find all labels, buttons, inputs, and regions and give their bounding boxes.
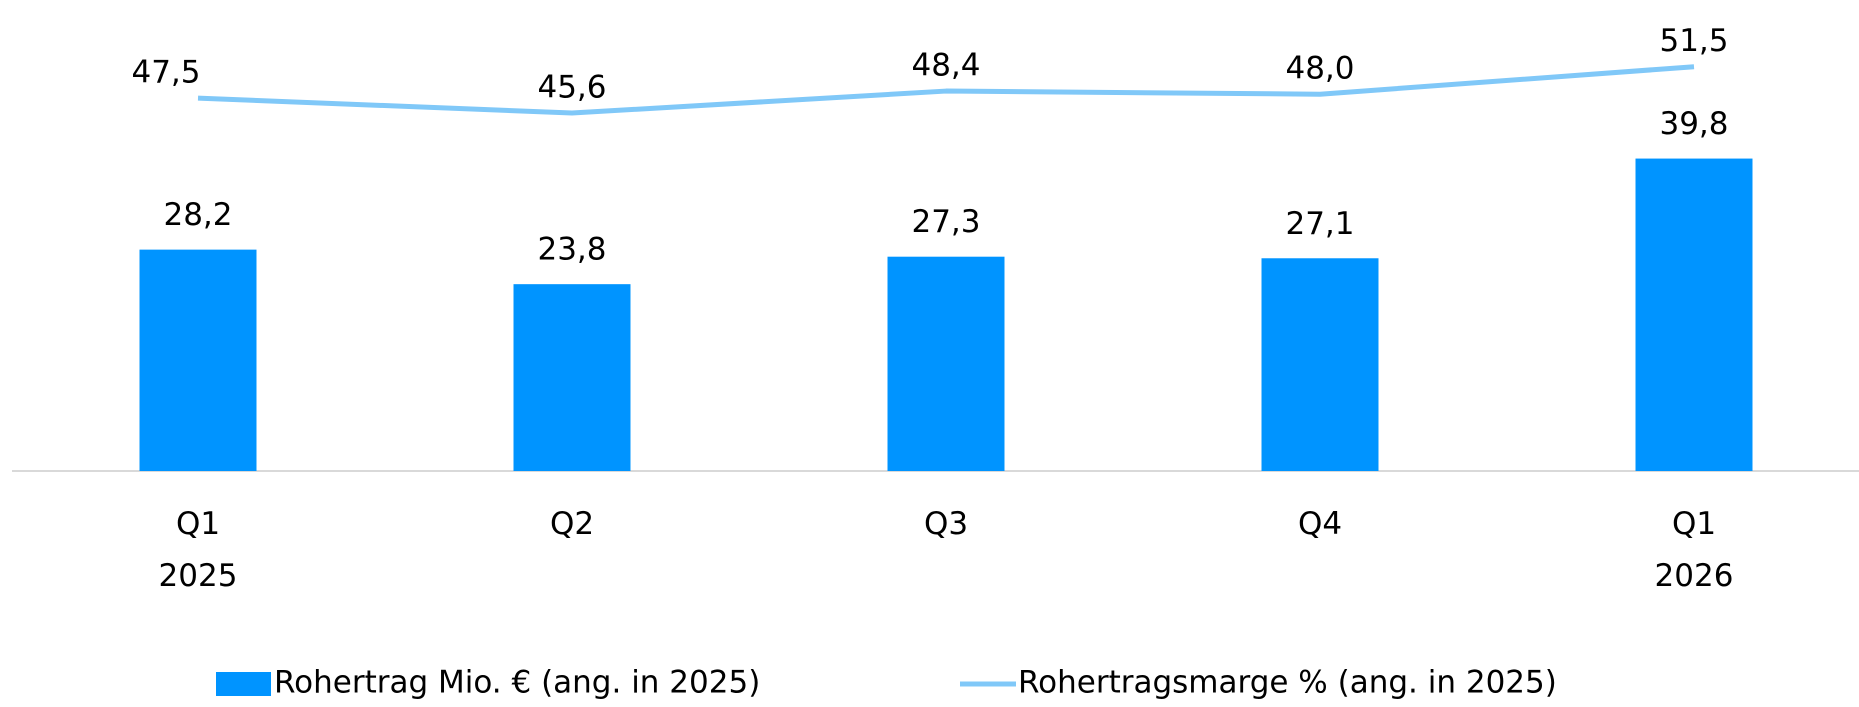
data-label: 28,2 [163,197,232,233]
data-label: 48,4 [911,48,980,84]
data-label: 47,5 [131,55,200,91]
x-tick-label-line: Q1 [176,506,220,542]
data-label: 39,8 [1659,106,1728,142]
bar [139,249,257,471]
legend-label: Rohertrag Mio. € (ang. in 2025) [274,665,760,701]
x-tick-label: Q3 [924,506,968,542]
bar [1261,258,1379,471]
x-tick-label-line: Q1 [1672,506,1716,542]
bar [513,284,631,471]
x-tick-label: Q1 2026 [1655,506,1734,594]
data-label: 48,0 [1285,51,1354,87]
x-tick-label-line: 2026 [1655,558,1734,594]
data-label: 51,5 [1659,23,1728,59]
data-label: 27,3 [911,204,980,240]
x-tick-label: Q2 [550,506,594,542]
line [197,64,1695,116]
legend-swatch [216,672,271,696]
bar [1635,158,1753,471]
data-label: 23,8 [537,232,606,268]
data-label: 27,1 [1285,206,1354,242]
bar [887,256,1005,471]
x-tick-label-line: 2025 [159,558,238,594]
x-tick-label: Q1 2025 [159,506,238,594]
x-tick-label-line: Q3 [924,506,968,542]
data-label: 45,6 [537,70,606,106]
legend-label: Rohertragsmarge % (ang. in 2025) [1018,665,1557,701]
x-tick-label: Q4 [1298,506,1342,542]
x-tick-label-line: Q2 [550,506,594,542]
x-tick-label-line: Q4 [1298,506,1342,542]
